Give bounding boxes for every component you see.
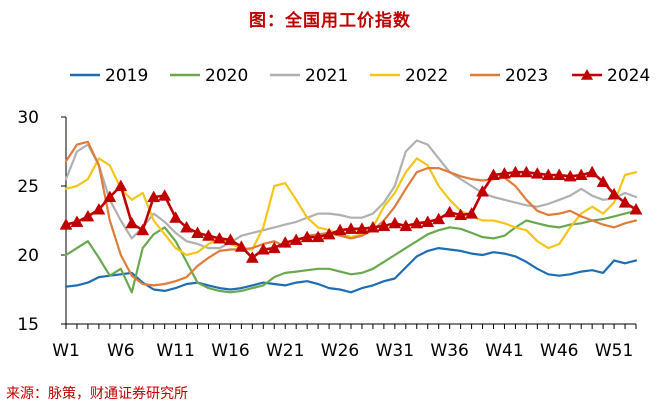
series-point-2024 — [454, 208, 468, 221]
y-tick-label: 30 — [17, 108, 39, 128]
series-point-2024 — [267, 241, 281, 254]
series-point-2024 — [574, 168, 588, 181]
series-point-2024 — [629, 202, 643, 215]
series-point-2024 — [618, 196, 632, 208]
legend-marker-2024 — [581, 69, 593, 80]
series-point-2024 — [377, 219, 391, 232]
series-point-2024 — [278, 236, 292, 248]
series-point-2024 — [92, 202, 106, 215]
series-point-2024 — [311, 230, 325, 243]
x-tick-label: W46 — [540, 341, 578, 361]
series-point-2024 — [245, 251, 259, 263]
x-tick-label: W21 — [266, 341, 304, 361]
series-line-2023 — [64, 140, 638, 287]
series-point-2024 — [530, 167, 544, 179]
series-line-2019 — [64, 247, 638, 294]
series-point-2024 — [508, 165, 522, 178]
series-point-2024 — [487, 168, 500, 181]
series-point-2024 — [563, 169, 577, 182]
series-point-2024 — [147, 190, 161, 203]
chart-title: 图：全国用工价指数 — [249, 11, 411, 31]
legend-label-2020: 2020 — [205, 66, 248, 86]
series-point-2024 — [158, 189, 172, 201]
series-line-2021 — [64, 139, 638, 250]
y-tick-label: 20 — [17, 246, 39, 266]
x-tick-label: W51 — [595, 341, 633, 361]
series-point-2024 — [289, 233, 303, 245]
x-tick-label: W31 — [376, 341, 414, 361]
series-point-2024 — [519, 165, 533, 178]
legend-label-2023: 2023 — [505, 66, 548, 86]
series-point-2024 — [136, 223, 150, 236]
series-point-2024 — [114, 179, 128, 192]
legend-label-2024: 2024 — [607, 66, 650, 86]
series-point-2024 — [256, 242, 270, 255]
series-point-2024 — [344, 222, 358, 234]
series-point-2024 — [213, 231, 226, 244]
series-point-2024 — [465, 207, 479, 219]
series-point-2024 — [432, 212, 446, 225]
series-point-2024 — [70, 215, 84, 227]
series-point-2024 — [388, 216, 402, 229]
series-point-2024 — [443, 205, 457, 218]
series-point-2024 — [191, 226, 204, 238]
x-tick-label: W16 — [211, 341, 249, 361]
y-tick-label: 25 — [17, 177, 39, 197]
legend-label-2021: 2021 — [305, 66, 348, 86]
x-tick-label: W36 — [430, 341, 468, 361]
legend-label-2022: 2022 — [405, 66, 448, 86]
series-point-2024 — [169, 211, 183, 223]
series-point-2024 — [59, 218, 73, 230]
series-point-2024 — [410, 216, 424, 229]
series-point-2024 — [202, 229, 215, 241]
series-point-2024 — [585, 165, 599, 178]
series-point-2024 — [399, 219, 413, 232]
series-point-2024 — [552, 168, 566, 181]
series-point-2024 — [81, 209, 95, 222]
series-point-2024 — [125, 216, 139, 229]
series-line-2022 — [64, 157, 638, 257]
series-point-2024 — [180, 220, 194, 233]
x-tick-label: W26 — [321, 341, 359, 361]
series-point-2024 — [607, 187, 621, 200]
series-point-2024 — [596, 175, 610, 187]
series-point-2024 — [476, 185, 489, 197]
x-tick-label: W1 — [52, 341, 80, 361]
series-point-2024 — [322, 227, 336, 240]
y-tick-label: 15 — [17, 315, 39, 335]
x-tick-label: W11 — [156, 341, 194, 361]
series-point-2024 — [366, 220, 380, 233]
series-point-2024 — [498, 167, 511, 179]
x-tick-label: W6 — [107, 341, 135, 361]
series-point-2024 — [541, 168, 555, 181]
series-point-2024 — [355, 222, 369, 234]
series-point-2024 — [333, 223, 347, 236]
series-point-2024 — [234, 240, 248, 252]
series-point-2024 — [421, 215, 435, 227]
series-point-2024 — [223, 233, 237, 245]
source-note: 来源：脉策，财通证券研究所 — [6, 386, 188, 402]
legend-label-2019: 2019 — [105, 66, 148, 86]
x-tick-label: W41 — [485, 341, 523, 361]
series-point-2024 — [103, 190, 117, 203]
series-point-2024 — [300, 230, 314, 243]
